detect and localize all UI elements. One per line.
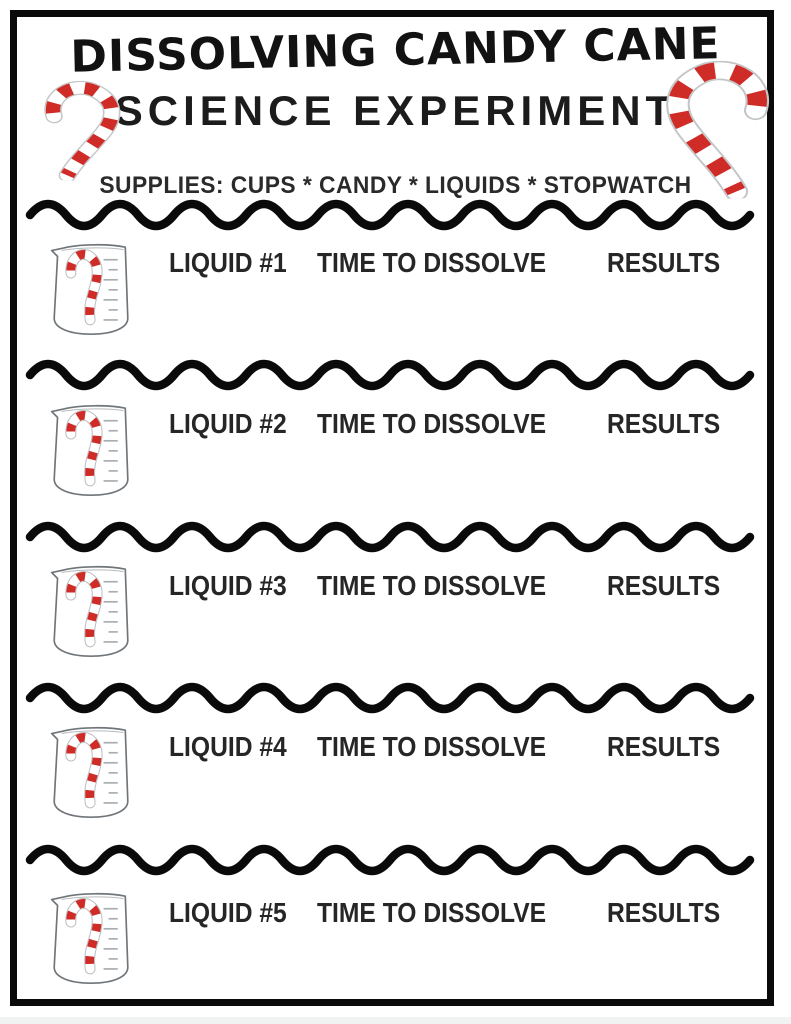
wavy-line-divider: [22, 196, 766, 234]
liquid-label: LIQUID #2: [169, 408, 287, 439]
candy-cane-icon: [38, 79, 123, 183]
liquid-label: LIQUID #5: [169, 897, 287, 928]
beaker-with-candy-cane-icon: [45, 397, 137, 503]
worksheet-subtitle: SCIENCE EXPERIMENT: [114, 87, 677, 134]
worksheet-title: DISSOLVING CANDY CANE: [69, 18, 722, 83]
page-border-frame: [10, 10, 774, 1006]
time-to-dissolve-header: TIME TO DISSOLVE: [317, 570, 547, 601]
results-header: RESULTS: [607, 247, 721, 278]
worksheet-content: DISSOLVING CANDY CANE SCIENCE EXPERIMENT…: [17, 17, 774, 1003]
results-header: RESULTS: [607, 570, 721, 601]
beaker-with-candy-cane-icon: [45, 885, 137, 991]
results-header: RESULTS: [607, 897, 721, 928]
beaker-with-candy-cane-icon: [45, 558, 137, 664]
beaker-with-candy-cane-icon: [45, 236, 137, 342]
supplies-line: SUPPLIES: CUPS * CANDY * LIQUIDS * STOPW…: [99, 172, 692, 199]
answer-space: [167, 282, 747, 372]
answer-space: [167, 932, 747, 1022]
time-to-dissolve-header: TIME TO DISSOLVE: [317, 731, 547, 762]
results-header: RESULTS: [607, 731, 721, 762]
time-to-dissolve-header: TIME TO DISSOLVE: [317, 897, 547, 928]
answer-space: [167, 443, 747, 533]
liquid-label: LIQUID #3: [169, 570, 287, 601]
liquid-label: LIQUID #4: [169, 731, 287, 762]
answer-space: [167, 766, 747, 856]
time-to-dissolve-header: TIME TO DISSOLVE: [317, 247, 547, 278]
page-bottom-strip: [0, 1017, 791, 1024]
time-to-dissolve-header: TIME TO DISSOLVE: [317, 408, 547, 439]
beaker-with-candy-cane-icon: [45, 719, 137, 825]
answer-space: [167, 605, 747, 695]
candy-cane-icon: [663, 59, 776, 201]
liquid-label: LIQUID #1: [169, 247, 287, 278]
results-header: RESULTS: [607, 408, 721, 439]
